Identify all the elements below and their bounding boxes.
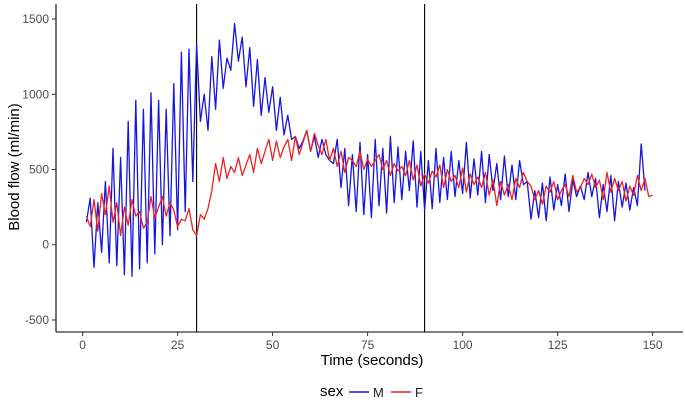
x-tick-label: 50 bbox=[266, 338, 280, 352]
series-layer bbox=[85, 22, 653, 277]
x-axis-title: Time (seconds) bbox=[321, 352, 424, 369]
axes bbox=[55, 4, 683, 333]
x-tick-label: 150 bbox=[643, 338, 663, 352]
x-tick-label: 0 bbox=[79, 338, 86, 352]
x-tick-label: 125 bbox=[548, 338, 568, 352]
series-line-f bbox=[85, 129, 653, 237]
y-tick-label: 500 bbox=[29, 163, 49, 177]
y-tick-label: 1500 bbox=[22, 12, 49, 26]
legend: sex M F bbox=[320, 383, 423, 400]
series-line-m bbox=[85, 22, 646, 277]
legend-title: sex bbox=[320, 383, 344, 400]
y-tick-label: -500 bbox=[25, 313, 49, 327]
ticks: 0 25 50 75 100 125 150 -500 0 500 1000 1500 bbox=[22, 12, 663, 352]
legend-label-f: F bbox=[415, 385, 423, 400]
x-tick-label: 25 bbox=[171, 338, 185, 352]
y-tick-label: 0 bbox=[42, 238, 49, 252]
x-tick-label: 75 bbox=[361, 338, 375, 352]
y-axis-title: Blood flow (ml/min) bbox=[6, 103, 23, 231]
x-tick-label: 100 bbox=[453, 338, 473, 352]
y-tick-label: 1000 bbox=[22, 87, 49, 101]
legend-label-m: M bbox=[373, 385, 384, 400]
